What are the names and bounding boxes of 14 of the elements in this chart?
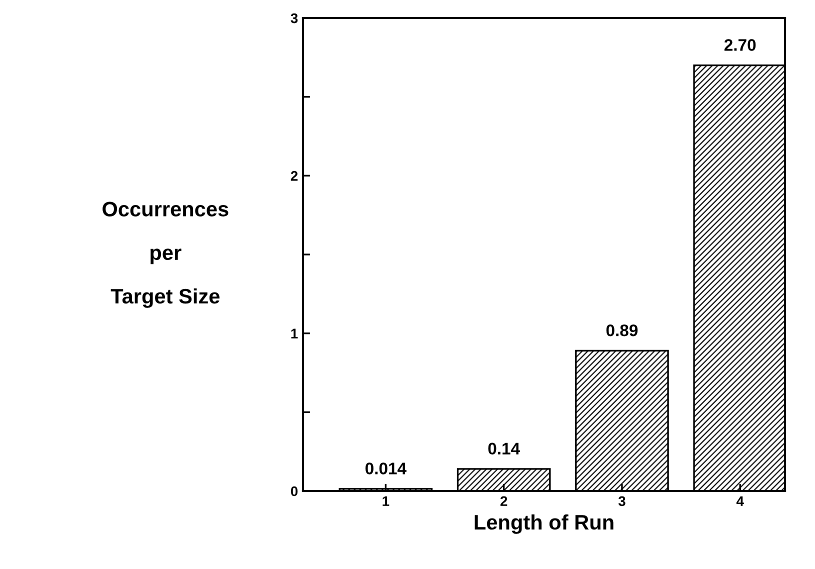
x-tick-label: 3: [618, 496, 626, 506]
y-tick-label: 3: [290, 13, 298, 24]
data-label: 0.014: [366, 462, 406, 474]
x-tick-label: 2: [500, 496, 508, 506]
x-tick-label: 4: [736, 496, 744, 506]
y-tick-label: 2: [290, 171, 298, 181]
y-tick-label: 1: [291, 328, 298, 338]
x-axis-title: Length of Run: [474, 514, 614, 534]
data-label: 0.89: [606, 324, 638, 336]
y-tick-label: 0: [290, 486, 298, 496]
data-label: 2.70: [724, 39, 756, 51]
x-tick-label: 1: [382, 496, 390, 506]
data-label: 0.14: [488, 442, 520, 455]
text: Occurrences per Target Size: [102, 202, 228, 308]
